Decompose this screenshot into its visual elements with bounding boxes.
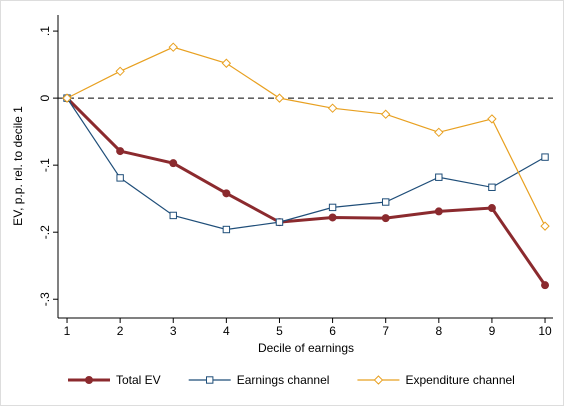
data-point: [116, 174, 124, 182]
series-line: [65, 97, 547, 287]
data-point: [328, 203, 337, 212]
x-tick-label: 7: [382, 324, 389, 338]
series-line: [66, 97, 546, 231]
legend-marker: [85, 376, 93, 384]
x-tick-label: 10: [538, 324, 552, 338]
series-line: [66, 46, 546, 227]
data-point: [222, 189, 231, 198]
data-point: [434, 207, 443, 216]
data-point: [115, 66, 125, 77]
data-point: [381, 214, 390, 223]
data-point: [168, 42, 178, 52]
y-tick-label: 0: [38, 94, 52, 101]
data-point: [540, 221, 550, 231]
data-point: [327, 103, 338, 113]
data-point: [275, 218, 284, 226]
x-axis-label: Decile of earnings: [258, 341, 354, 355]
x-tick-label: 8: [435, 324, 442, 338]
data-point: [487, 204, 496, 213]
x-tick-label: 2: [117, 324, 124, 338]
legend-label: Total EV: [116, 373, 161, 387]
legend-label: Earnings channel: [237, 373, 330, 387]
y-axis-label: EV, p.p. rel. to decile 1: [11, 106, 25, 226]
legend-marker: [373, 375, 384, 385]
x-tick-label: 6: [329, 324, 336, 338]
data-point: [169, 211, 177, 220]
data-point: [62, 93, 72, 103]
y-tick-label: .1: [38, 26, 52, 36]
data-point: [274, 93, 285, 103]
data-point: [222, 225, 231, 234]
legend-label: Expenditure channel: [405, 373, 514, 387]
legend-marker: [206, 376, 214, 384]
data-point: [221, 58, 232, 68]
data-point: [541, 153, 549, 161]
x-tick-label: 4: [223, 324, 230, 338]
x-tick-label: 5: [276, 324, 283, 338]
data-point: [380, 109, 391, 119]
data-point: [434, 127, 444, 138]
data-point: [435, 173, 443, 181]
y-tick-label: -.2: [38, 225, 52, 239]
y-tick-label: -.3: [38, 292, 52, 306]
x-tick-label: 9: [489, 324, 496, 338]
data-point: [116, 147, 125, 156]
x-tick-label: 3: [170, 324, 177, 338]
y-tick-label: -.1: [38, 158, 52, 172]
data-point: [541, 281, 550, 290]
data-point: [169, 159, 178, 168]
data-point: [488, 183, 496, 191]
x-tick-label: 1: [64, 324, 71, 338]
data-point: [487, 114, 497, 124]
data-point: [381, 198, 390, 206]
data-point: [328, 213, 337, 222]
